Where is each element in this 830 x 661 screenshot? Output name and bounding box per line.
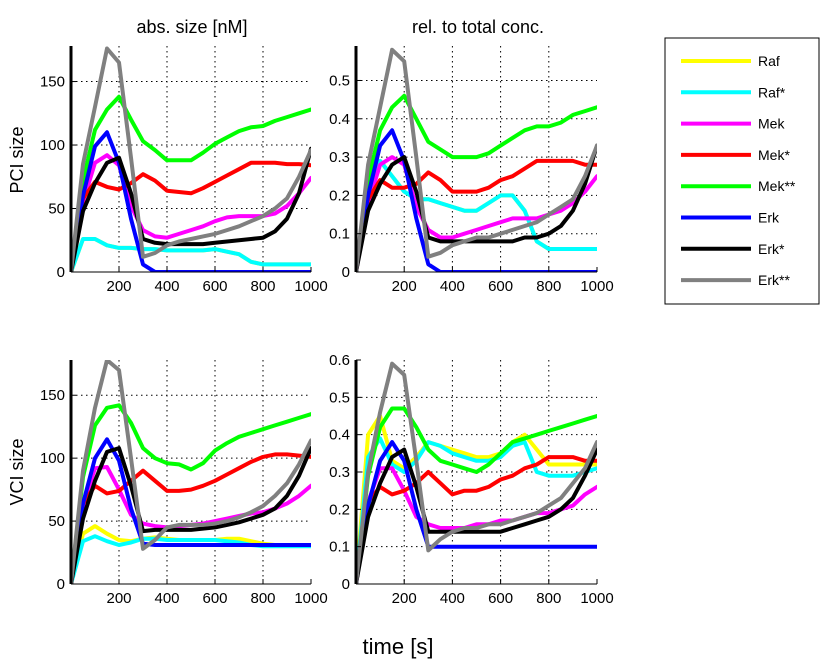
y-tick-label: 0.3 <box>329 464 350 481</box>
y-tick-label: 0.2 <box>329 187 350 204</box>
legend-label: Erk* <box>758 241 785 257</box>
series-lines <box>356 47 597 272</box>
legend-label: Erk** <box>758 272 790 288</box>
subplot-3: 0 0.1 0.2 0.3 0.4 0.5 0.6 200 400 600 800 1000 <box>329 352 614 607</box>
series-line-mekp <box>356 158 597 272</box>
y-tick-label: 0.4 <box>329 111 350 128</box>
series-line-mekp <box>71 452 311 584</box>
row-label-vci: VCI size <box>7 438 27 505</box>
y-tick-label: 100 <box>40 450 65 467</box>
y-tick-label: 50 <box>48 513 65 530</box>
legend: Raf Raf* Mek Mek* Mek** Erk Erk* Erk** <box>664 37 820 305</box>
x-tick-label: 600 <box>488 590 513 607</box>
x-tick-label: 400 <box>440 590 465 607</box>
row-label-pci: PCI size <box>7 126 27 193</box>
column-title-abs: abs. size [nM] <box>136 17 247 37</box>
series-line-mek <box>71 153 311 272</box>
x-tick-label: 800 <box>250 590 275 607</box>
y-tick-label: 50 <box>48 201 65 218</box>
y-tick-label: 0.2 <box>329 501 350 518</box>
legend-label: Mek <box>758 116 785 132</box>
legend-box <box>664 37 820 305</box>
series-lines <box>356 361 597 584</box>
series-line-erk <box>356 440 597 584</box>
x-tick-label: 200 <box>106 278 131 295</box>
series-line-erk <box>71 130 311 272</box>
x-axis-label: time [s] <box>363 634 434 659</box>
legend-label: Raf* <box>758 84 786 100</box>
legend-label: Mek* <box>758 147 790 163</box>
x-tick-label: 800 <box>536 278 561 295</box>
x-tick-label: 1000 <box>294 278 327 295</box>
legend-label: Raf <box>758 53 780 69</box>
x-tick-label: 200 <box>106 590 131 607</box>
y-tick-label: 0.1 <box>329 539 350 556</box>
x-tick-label: 800 <box>536 590 561 607</box>
series-line-raf <box>71 524 311 584</box>
series-line-mekp <box>71 160 311 272</box>
y-tick-label: 150 <box>40 74 65 91</box>
x-tick-label: 600 <box>202 590 227 607</box>
y-tick-label: 0 <box>342 576 350 593</box>
x-tick-label: 600 <box>488 278 513 295</box>
y-tick-label: 0.1 <box>329 226 350 243</box>
x-tick-label: 200 <box>392 590 417 607</box>
x-tick-label: 400 <box>440 278 465 295</box>
series-line-raf <box>356 414 597 584</box>
y-tick-label: 150 <box>40 387 65 404</box>
legend-label: Mek** <box>758 178 796 194</box>
series-line-mekpp <box>71 94 311 272</box>
series-lines <box>71 46 311 272</box>
x-tick-label: 400 <box>154 590 179 607</box>
y-tick-label: 100 <box>40 137 65 154</box>
x-tick-label: 200 <box>392 278 417 295</box>
y-tick-label: 0 <box>57 576 65 593</box>
y-tick-label: 0.4 <box>329 427 350 444</box>
subplot-0: 0 50 100 150 200 400 600 800 1000 <box>40 46 328 295</box>
x-tick-label: 1000 <box>294 590 327 607</box>
series-line-rafp <box>356 436 597 584</box>
series-line-mekp <box>356 455 597 584</box>
series-line-erkp <box>71 146 311 272</box>
series-lines <box>71 360 311 584</box>
x-tick-label: 1000 <box>580 590 613 607</box>
y-tick-label: 0.5 <box>329 389 350 406</box>
series-line-mek <box>356 155 597 272</box>
series-line-erkp <box>71 446 311 584</box>
y-tick-label: 0.5 <box>329 72 350 89</box>
x-tick-label: 800 <box>250 278 275 295</box>
y-tick-label: 0.3 <box>329 149 350 166</box>
subplot-2: 0 50 100 150 200 400 600 800 1000 <box>40 360 328 607</box>
column-title-rel: rel. to total conc. <box>412 17 544 37</box>
series-line-rafp <box>356 158 597 272</box>
series-line-rafp <box>71 237 311 272</box>
y-tick-label: 0.6 <box>329 352 350 369</box>
series-line-erk <box>71 437 311 584</box>
x-tick-label: 400 <box>154 278 179 295</box>
y-tick-label: 0 <box>342 264 350 281</box>
series-line-erkpp <box>356 361 597 584</box>
series-line-mekpp <box>356 93 597 272</box>
series-line-erkp <box>356 143 597 272</box>
series-line-erkp <box>356 447 597 584</box>
subplot-1: 0 0.1 0.2 0.3 0.4 0.5 200 400 600 800 1000 <box>329 46 614 295</box>
series-line-erkpp <box>71 46 311 272</box>
legend-label: Erk <box>758 210 780 226</box>
series-line-mekpp <box>356 406 597 584</box>
series-line-mekpp <box>71 403 311 584</box>
y-tick-label: 0 <box>57 264 65 281</box>
x-tick-label: 1000 <box>580 278 613 295</box>
series-line-erkpp <box>71 360 311 584</box>
legend-entries: Raf Raf* Mek Mek* Mek** Erk Erk* Erk** <box>681 53 796 288</box>
series-line-erk <box>356 128 597 272</box>
x-tick-label: 600 <box>202 278 227 295</box>
series-line-erkpp <box>356 47 597 272</box>
